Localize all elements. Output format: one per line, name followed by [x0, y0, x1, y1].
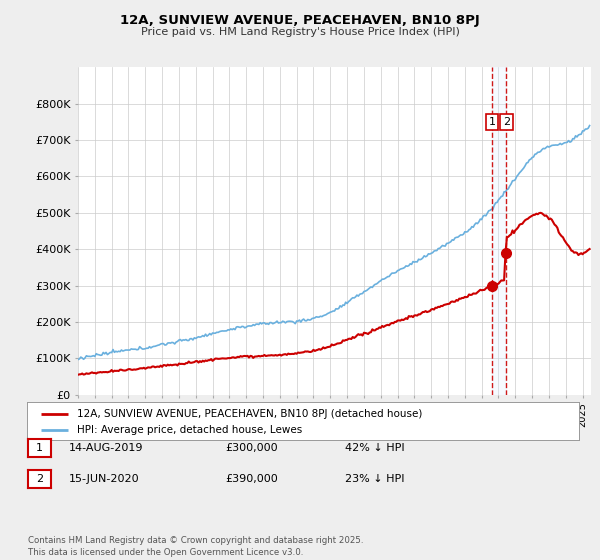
Text: 42% ↓ HPI: 42% ↓ HPI [345, 443, 404, 453]
Text: 23% ↓ HPI: 23% ↓ HPI [345, 474, 404, 484]
Text: £390,000: £390,000 [225, 474, 278, 484]
Text: 15-JUN-2020: 15-JUN-2020 [69, 474, 140, 484]
Text: Contains HM Land Registry data © Crown copyright and database right 2025.
This d: Contains HM Land Registry data © Crown c… [28, 536, 364, 557]
Text: 1: 1 [488, 117, 496, 127]
Text: £300,000: £300,000 [225, 443, 278, 453]
Bar [492, 67, 506, 395]
Text: Price paid vs. HM Land Registry's House Price Index (HPI): Price paid vs. HM Land Registry's House … [140, 27, 460, 37]
Text: HPI: Average price, detached house, Lewes: HPI: Average price, detached house, Lewe… [77, 425, 302, 435]
Text: 1: 1 [36, 443, 43, 453]
Text: 2: 2 [36, 474, 43, 484]
Text: 12A, SUNVIEW AVENUE, PEACEHAVEN, BN10 8PJ (detached house): 12A, SUNVIEW AVENUE, PEACEHAVEN, BN10 8P… [77, 409, 422, 419]
Text: 12A, SUNVIEW AVENUE, PEACEHAVEN, BN10 8PJ: 12A, SUNVIEW AVENUE, PEACEHAVEN, BN10 8P… [120, 14, 480, 27]
Text: 14-AUG-2019: 14-AUG-2019 [69, 443, 143, 453]
Text: 2: 2 [503, 117, 510, 127]
